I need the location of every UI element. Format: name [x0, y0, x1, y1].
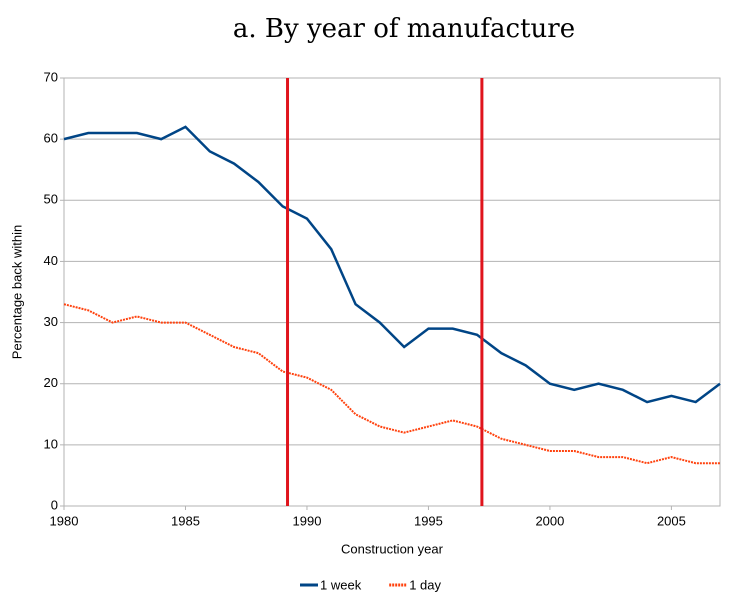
y-tick-label: 70 [44, 69, 58, 84]
y-tick-label: 50 [44, 192, 58, 207]
x-tick-label: 2005 [657, 513, 686, 528]
x-tick-label: 1990 [293, 513, 322, 528]
legend-label: 1 day [409, 577, 441, 592]
y-tick-label: 20 [44, 375, 58, 390]
series-line [63, 303, 720, 465]
x-axis-label: Construction year [341, 541, 444, 556]
x-tick-label: 2000 [535, 513, 564, 528]
legend-label: 1 week [320, 577, 362, 592]
x-tick-label: 1995 [414, 513, 443, 528]
y-tick-label: 10 [44, 436, 58, 451]
plot-frame [63, 77, 721, 507]
y-tick-label: 30 [44, 314, 58, 329]
x-tick-label: 1985 [171, 513, 200, 528]
y-tick-label: 0 [51, 497, 58, 512]
y-tick-label: 60 [44, 131, 58, 146]
chart-title: a. By year of manufacture [233, 14, 575, 44]
x-tick-label: 1980 [50, 513, 79, 528]
series-line [63, 125, 721, 404]
y-axis-label: Percentage back within [9, 225, 24, 359]
y-tick-label: 40 [44, 253, 58, 268]
